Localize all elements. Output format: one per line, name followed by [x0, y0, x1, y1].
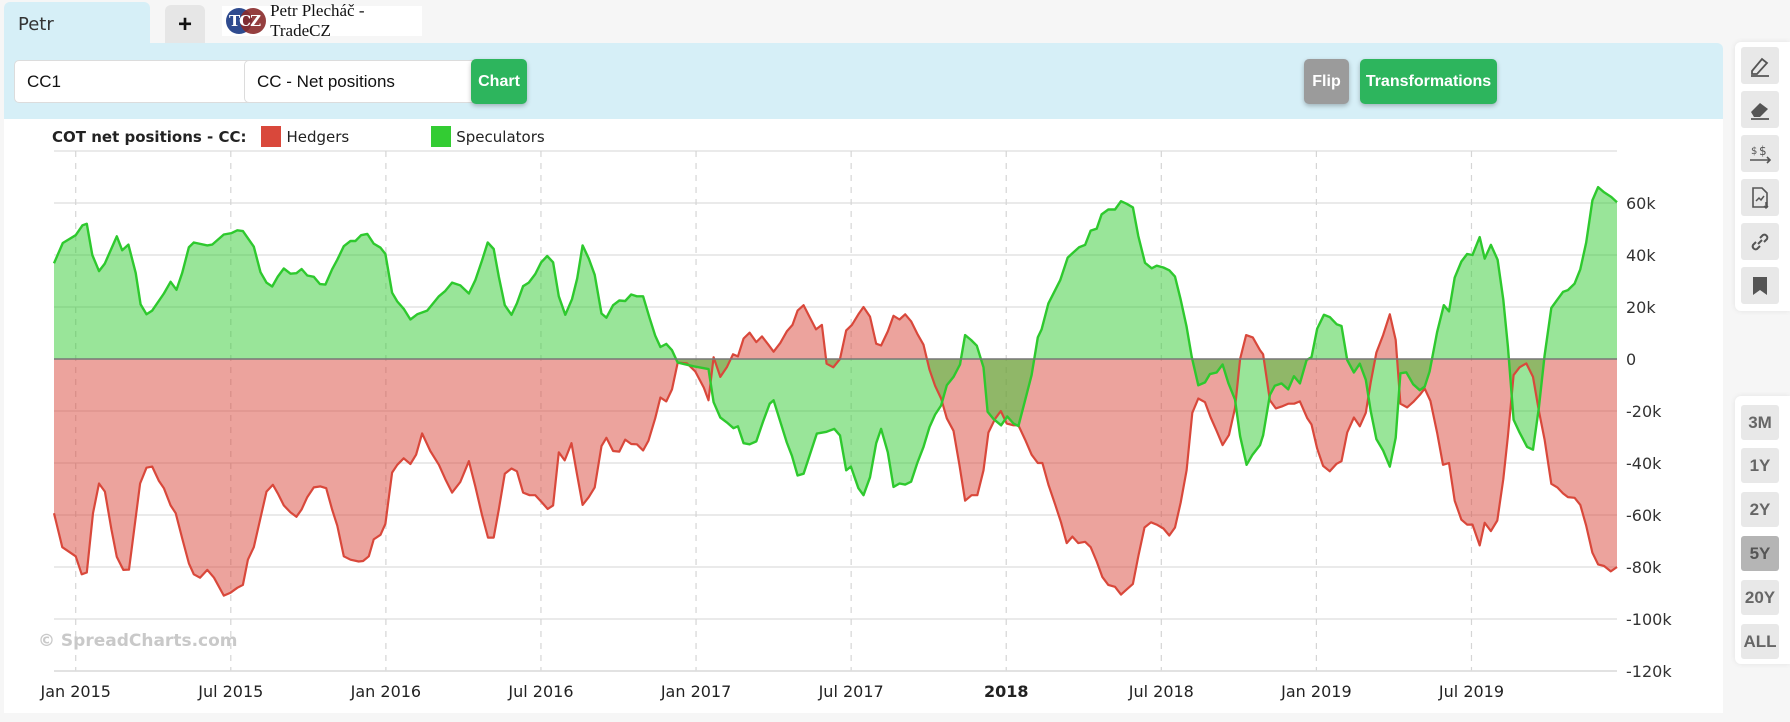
range-1y[interactable]: 1Y: [1741, 448, 1779, 483]
speculators-line: [52, 185, 1618, 497]
x-tick-label: Jul 2015: [197, 682, 263, 701]
chart-toolbar: CC1 CC - Net positions Chart Flip Transf…: [4, 43, 1723, 119]
x-tick-label: Jul 2017: [818, 682, 884, 701]
tcz-logo-icon: TCZ: [226, 7, 266, 35]
range-3m[interactable]: 3M: [1741, 405, 1779, 440]
price-range-icon[interactable]: $ $: [1741, 135, 1779, 172]
y-tick-label: -60k: [1626, 506, 1662, 525]
chart-button[interactable]: Chart: [471, 59, 527, 104]
highlighter-icon[interactable]: [1741, 47, 1779, 84]
chart-legend: COT net positions - CC: Hedgers Speculat…: [52, 126, 545, 147]
range-2y[interactable]: 2Y: [1741, 492, 1779, 527]
x-tick-label: Jan 2015: [39, 682, 110, 701]
y-tick-label: -100k: [1626, 610, 1672, 629]
range-5y[interactable]: 5Y: [1741, 536, 1779, 571]
y-tick-label: -20k: [1626, 402, 1662, 421]
x-tick-label: Jan 2017: [660, 682, 731, 701]
symbol-input[interactable]: CC1: [14, 60, 264, 103]
chart-title: COT net positions - CC:: [52, 127, 247, 146]
x-tick-label: Jan 2019: [1280, 682, 1351, 701]
chart-type-input[interactable]: CC - Net positions: [244, 60, 494, 103]
link-icon[interactable]: [1741, 223, 1779, 260]
range-selector: 3M 1Y 2Y 5Y 20Y ALL: [1735, 396, 1790, 664]
y-tick-label: -120k: [1626, 662, 1672, 681]
brand-name: Petr Plecháč - TradeCZ: [270, 1, 365, 40]
y-tick-label: 20k: [1626, 298, 1656, 317]
speculators-swatch: [431, 126, 452, 147]
y-tick-label: 40k: [1626, 246, 1656, 265]
legend-speculators[interactable]: Speculators: [456, 127, 545, 146]
hedgers-line: [52, 304, 1618, 597]
watermark: © SpreadCharts.com: [38, 631, 238, 651]
range-all[interactable]: ALL: [1741, 624, 1779, 659]
add-tab-button[interactable]: +: [165, 5, 205, 43]
y-tick-label: 0: [1626, 350, 1636, 369]
y-tick-label: 60k: [1626, 194, 1656, 213]
bookmark-icon[interactable]: [1741, 267, 1779, 304]
legend-hedgers[interactable]: Hedgers: [286, 127, 350, 146]
y-tick-label: -80k: [1626, 558, 1662, 577]
svg-text:$: $: [1759, 144, 1767, 158]
drawing-tools: $ $: [1735, 42, 1790, 311]
x-tick-label: 2018: [984, 682, 1029, 701]
x-tick-label: Jan 2016: [350, 682, 421, 701]
x-tick-label: Jul 2018: [1128, 682, 1194, 701]
tab-label: Petr: [18, 14, 54, 35]
range-20y[interactable]: 20Y: [1741, 580, 1779, 615]
x-tick-label: Jul 2019: [1438, 682, 1504, 701]
export-chart-icon[interactable]: [1741, 179, 1779, 216]
flip-button[interactable]: Flip: [1304, 59, 1349, 104]
brand-logo: TCZ Petr Plecháč - TradeCZ: [222, 1, 422, 40]
speculators-area: [54, 187, 1617, 496]
tab-petr[interactable]: Petr: [4, 2, 150, 44]
hedgers-swatch: [261, 126, 282, 147]
transformations-button[interactable]: Transformations: [1360, 59, 1497, 104]
y-tick-label: -40k: [1626, 454, 1662, 473]
svg-text:$: $: [1751, 146, 1757, 157]
eraser-icon[interactable]: [1741, 91, 1779, 128]
x-tick-label: Jul 2016: [507, 682, 573, 701]
